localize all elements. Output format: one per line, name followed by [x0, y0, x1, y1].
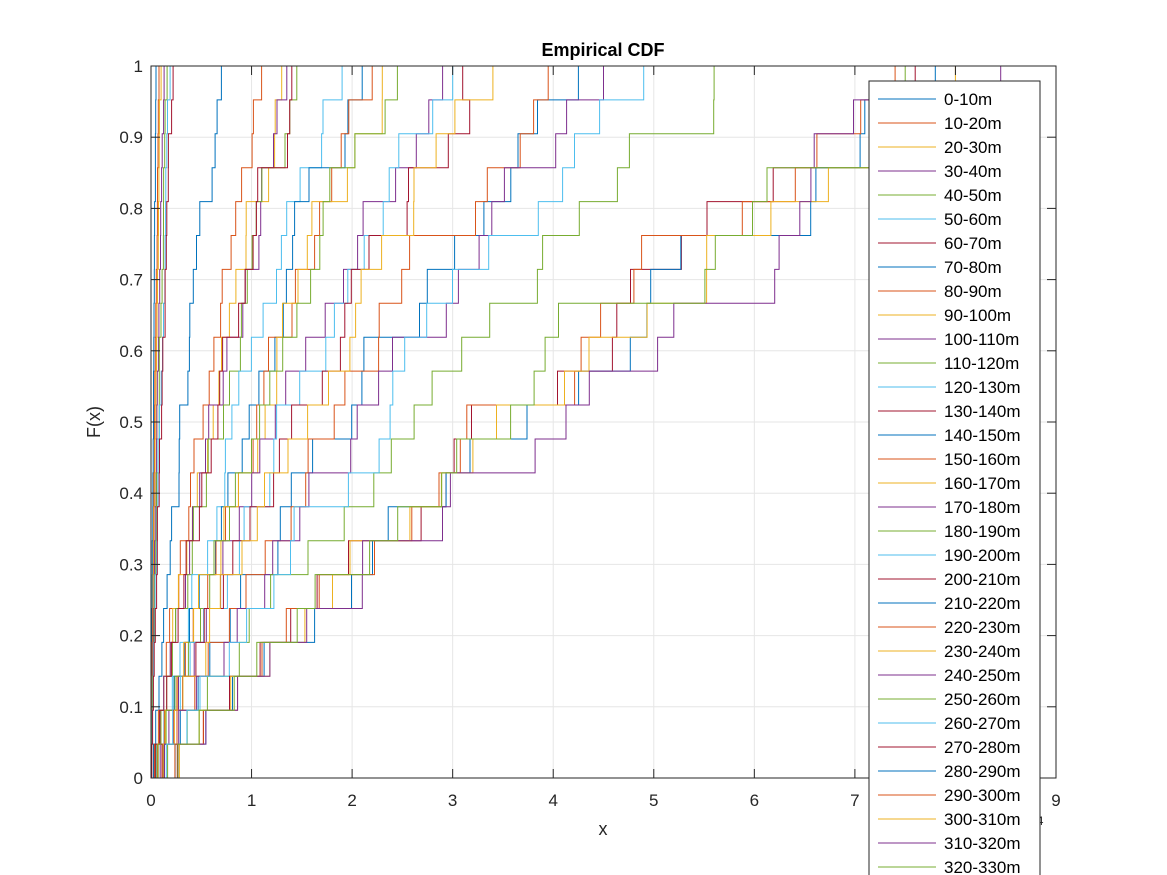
legend-label: 20-30m [944, 138, 1002, 157]
x-tick-label: 2 [347, 791, 356, 810]
series-line-320-330m [151, 66, 906, 779]
legend-label: 180-190m [944, 522, 1021, 541]
x-tick-label: 6 [750, 791, 759, 810]
legend-label: 210-220m [944, 594, 1021, 613]
series-line-130-140m [151, 66, 293, 779]
x-tick-label: 3 [448, 791, 457, 810]
legend-label: 0-10m [944, 90, 992, 109]
series-line-310-320m [151, 66, 1002, 779]
legend-label: 160-170m [944, 474, 1021, 493]
x-tick-label: 1 [247, 791, 256, 810]
y-tick-label: 0.9 [119, 128, 143, 147]
legend-label: 250-260m [944, 690, 1021, 709]
legend-label: 300-310m [944, 810, 1021, 829]
y-tick-label: 0.8 [119, 199, 143, 218]
y-tick-label: 0 [134, 769, 143, 788]
legend-label: 50-60m [944, 210, 1002, 229]
y-tick-label: 0.6 [119, 342, 143, 361]
x-tick-label: 9 [1051, 791, 1060, 810]
axis-ticks: 012345678900.10.20.30.40.50.60.70.80.91 [119, 57, 1060, 810]
chart-title: Empirical CDF [541, 40, 664, 60]
legend-label: 200-210m [944, 570, 1021, 589]
y-tick-label: 0.3 [119, 555, 143, 574]
x-axis-label: x [599, 819, 608, 839]
legend-label: 110-120m [944, 354, 1019, 373]
legend-label: 10-20m [944, 114, 1002, 133]
series-line-70-80m [151, 66, 222, 779]
y-tick-label: 0.2 [119, 627, 143, 646]
legend-label: 130-140m [944, 402, 1021, 421]
legend-label: 120-130m [944, 378, 1021, 397]
legend-label: 220-230m [944, 618, 1021, 637]
legend-label: 100-110m [944, 330, 1019, 349]
x-tick-label: 4 [548, 791, 557, 810]
legend: 0-10m 10-20m 20-30m 30-40m 40-50m 50-60m 60-70… [868, 80, 1041, 875]
legend-label: 80-90m [944, 282, 1002, 301]
x-tick-label: 0 [146, 791, 155, 810]
y-axis-label: F(x) [84, 406, 104, 438]
legend-label: 320-330m [944, 858, 1021, 875]
legend-box [868, 80, 1041, 875]
legend-label: 30-40m [944, 162, 1002, 181]
y-tick-label: 0.7 [119, 271, 143, 290]
legend-label: 270-280m [944, 738, 1021, 757]
legend-label: 90-100m [944, 306, 1011, 325]
legend-label: 280-290m [944, 762, 1021, 781]
x-tick-label: 7 [850, 791, 859, 810]
legend-label: 290-300m [944, 786, 1021, 805]
x-tick-label: 5 [649, 791, 658, 810]
series-line-60-70m [151, 66, 174, 779]
series-lines [150, 66, 1002, 779]
y-tick-label: 0.1 [119, 698, 143, 717]
legend-label: 40-50m [944, 186, 1002, 205]
legend-label: 70-80m [944, 258, 1002, 277]
legend-label: 150-160m [944, 450, 1021, 469]
legend-label: 260-270m [944, 714, 1021, 733]
y-tick-label: 0.4 [119, 484, 143, 503]
legend-label: 140-150m [944, 426, 1021, 445]
y-tick-label: 0.5 [119, 413, 143, 432]
legend-label: 170-180m [944, 498, 1021, 517]
legend-label: 240-250m [944, 666, 1021, 685]
y-tick-label: 1 [134, 57, 143, 76]
legend-label: 190-200m [944, 546, 1021, 565]
legend-label: 230-240m [944, 642, 1021, 661]
legend-label: 310-320m [944, 834, 1021, 853]
legend-label: 60-70m [944, 234, 1002, 253]
